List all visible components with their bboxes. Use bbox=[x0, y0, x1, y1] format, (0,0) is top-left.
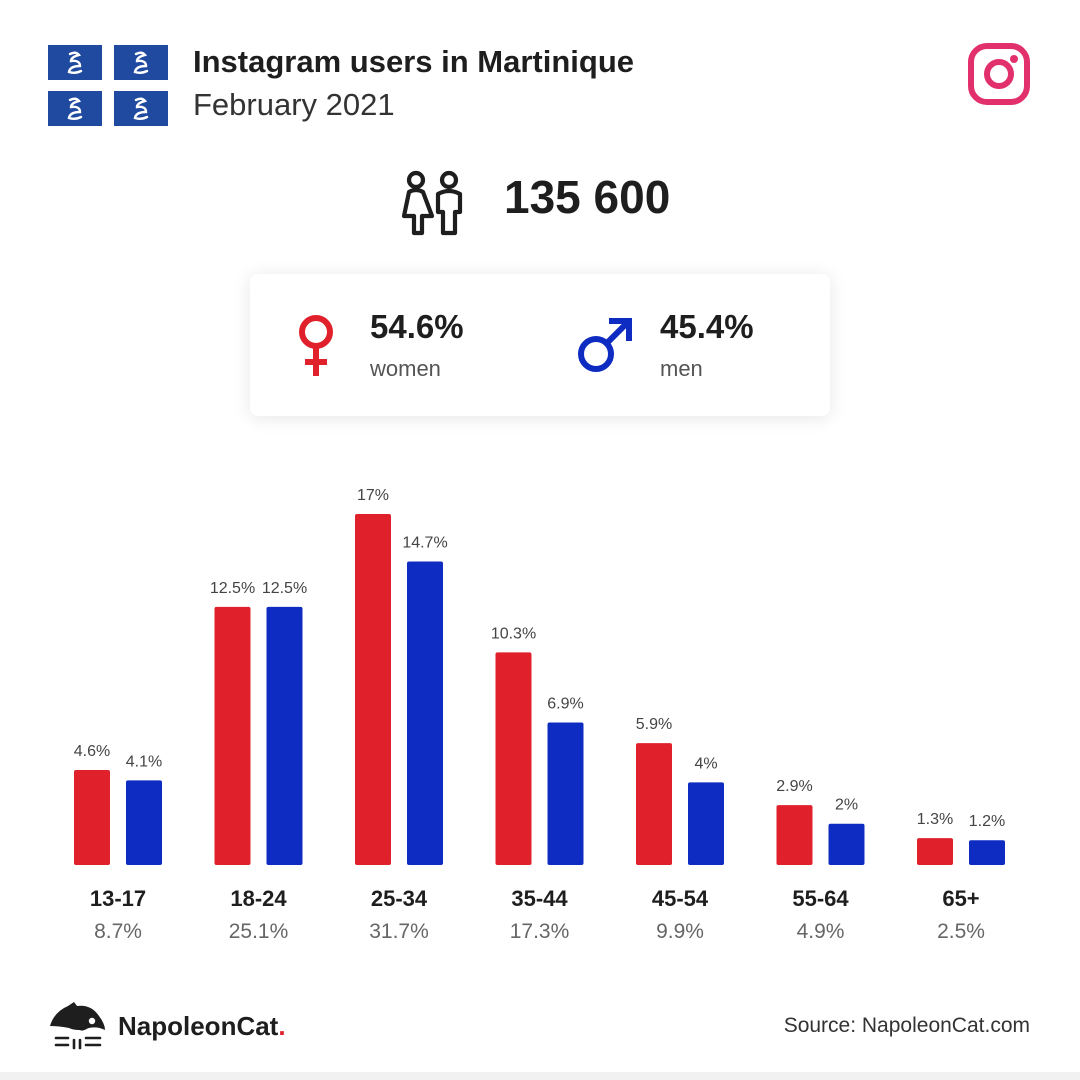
category-label-35-44: 35-44 bbox=[511, 886, 568, 911]
bar-men-25-34 bbox=[407, 561, 443, 865]
female-symbol-icon bbox=[299, 315, 333, 376]
category-total-13-17: 8.7% bbox=[94, 920, 142, 943]
data-label-men-55-64: 2% bbox=[835, 797, 858, 814]
brand-name-text: NapoleonCat bbox=[118, 1011, 279, 1041]
category-total-35-44: 17.3% bbox=[510, 920, 570, 943]
instagram-icon bbox=[968, 43, 1030, 105]
women-percentage: 54.6% bbox=[370, 308, 464, 345]
men-percentage: 45.4% bbox=[660, 308, 754, 345]
bottom-divider bbox=[0, 1072, 1080, 1080]
data-label-women-65+: 1.3% bbox=[917, 811, 953, 828]
category-label-55-64: 55-64 bbox=[792, 886, 849, 911]
brand-dot: . bbox=[278, 1011, 286, 1041]
page-subtitle: February 2021 bbox=[193, 87, 395, 122]
category-total-18-24: 25.1% bbox=[229, 920, 289, 943]
page-title: Instagram users in Martinique bbox=[193, 44, 634, 79]
gender-split-card: 54.6% women 45.4% men bbox=[250, 274, 830, 416]
data-label-men-25-34: 14.7% bbox=[402, 534, 447, 551]
category-total-65+: 2.5% bbox=[937, 920, 985, 943]
data-label-women-45-54: 5.9% bbox=[636, 716, 672, 733]
data-label-men-18-24: 12.5% bbox=[262, 580, 307, 597]
category-total-55-64: 4.9% bbox=[797, 920, 845, 943]
total-users-value: 135 600 bbox=[504, 171, 671, 223]
bar-men-45-54 bbox=[688, 782, 724, 865]
bar-women-65+ bbox=[917, 838, 953, 865]
brand-name: NapoleonCat. bbox=[118, 1011, 286, 1042]
data-label-men-45-54: 4% bbox=[694, 755, 717, 772]
data-label-men-35-44: 6.9% bbox=[547, 696, 583, 713]
category-label-13-17: 13-17 bbox=[90, 886, 146, 911]
source-credit: Source: NapoleonCat.com bbox=[783, 1014, 1030, 1037]
women-label: women bbox=[370, 356, 441, 381]
category-label-65+: 65+ bbox=[942, 886, 979, 911]
men-label: men bbox=[660, 356, 703, 381]
data-label-men-13-17: 4.1% bbox=[126, 753, 162, 770]
napoleoncat-logo-icon bbox=[50, 1002, 105, 1050]
male-symbol-icon bbox=[578, 318, 632, 372]
people-icon bbox=[401, 170, 463, 236]
data-label-men-65+: 1.2% bbox=[969, 813, 1005, 830]
category-label-18-24: 18-24 bbox=[230, 886, 287, 911]
category-label-45-54: 45-54 bbox=[652, 886, 709, 911]
category-label-25-34: 25-34 bbox=[371, 886, 428, 911]
bar-women-18-24 bbox=[214, 606, 251, 865]
bar-men-55-64 bbox=[828, 823, 865, 865]
bar-men-13-17 bbox=[126, 780, 162, 865]
data-label-women-55-64: 2.9% bbox=[776, 778, 812, 795]
bar-men-18-24 bbox=[266, 606, 303, 865]
category-total-25-34: 31.7% bbox=[369, 920, 429, 943]
age-distribution-chart: 4.6% 4.1% 13-17 8.7% 12.5% 12.5% 18-24 25.1% 17%… bbox=[74, 487, 1005, 943]
data-label-women-13-17: 4.6% bbox=[74, 743, 110, 760]
bar-women-13-17 bbox=[74, 770, 110, 865]
data-label-women-18-24: 12.5% bbox=[210, 580, 255, 597]
data-label-women-25-34: 17% bbox=[357, 487, 389, 504]
data-label-women-35-44: 10.3% bbox=[491, 625, 536, 642]
bar-women-35-44 bbox=[495, 652, 532, 865]
bar-men-65+ bbox=[969, 840, 1005, 865]
bar-women-45-54 bbox=[636, 743, 672, 865]
bar-women-25-34 bbox=[355, 514, 391, 865]
bar-men-35-44 bbox=[547, 722, 584, 865]
martinique-flag-icon bbox=[48, 45, 168, 126]
bar-women-55-64 bbox=[776, 805, 813, 865]
category-total-45-54: 9.9% bbox=[656, 920, 704, 943]
